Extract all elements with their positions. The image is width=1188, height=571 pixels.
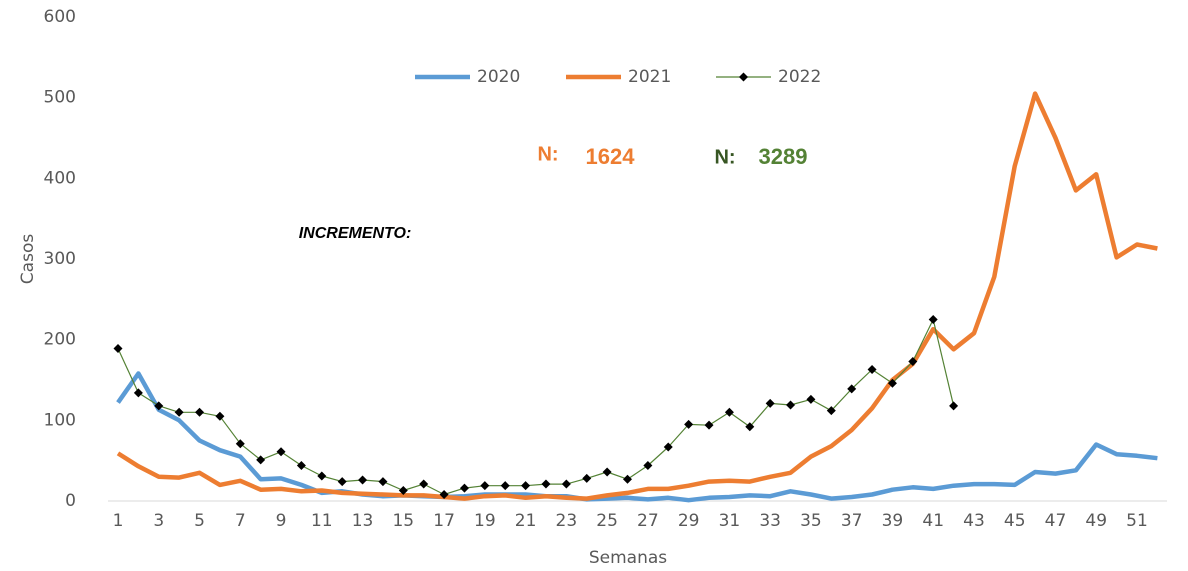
marker: [358, 475, 368, 485]
x-tick-label: 19: [474, 511, 496, 531]
x-tick-label: 37: [841, 511, 863, 531]
y-tick-label: 500: [44, 88, 76, 108]
marker: [317, 471, 327, 481]
y-tick-label: 300: [44, 249, 76, 269]
marker: [745, 422, 755, 432]
marker: [684, 419, 694, 429]
marker: [276, 447, 286, 457]
annotation: INCREMENTO:: [299, 225, 412, 242]
marker: [867, 365, 877, 375]
marker: [500, 481, 510, 491]
marker: [602, 467, 612, 477]
marker: [174, 407, 184, 417]
x-tick-label: 5: [194, 511, 205, 531]
marker: [949, 401, 959, 411]
marker: [908, 356, 918, 366]
marker: [806, 394, 816, 404]
marker: [398, 486, 408, 496]
marker: [195, 407, 205, 417]
legend-marker: [739, 72, 748, 82]
y-axis-label: Casos: [18, 234, 38, 285]
x-tick-label: 45: [1004, 511, 1026, 531]
marker: [847, 384, 857, 394]
x-tick-label: 13: [352, 511, 374, 531]
marker: [215, 411, 225, 421]
marker: [724, 407, 734, 417]
marker: [582, 473, 592, 483]
x-tick-label: 21: [515, 511, 537, 531]
x-tick-label: 41: [922, 511, 944, 531]
annotation: N:: [714, 146, 735, 168]
x-tick-label: 17: [433, 511, 455, 531]
marker: [256, 455, 266, 465]
marker: [378, 477, 388, 487]
x-tick-label: 29: [678, 511, 700, 531]
marker: [439, 490, 449, 500]
x-tick-label: 15: [392, 511, 414, 531]
marker: [459, 483, 469, 493]
y-tick-label: 100: [44, 410, 76, 430]
x-tick-label: 3: [153, 511, 164, 531]
x-tick-label: 35: [800, 511, 822, 531]
x-axis-label: Semanas: [589, 548, 667, 568]
annotation: 1624: [586, 144, 636, 169]
x-tick-label: 9: [276, 511, 287, 531]
marker: [154, 401, 164, 411]
x-tick-label: 51: [1126, 511, 1148, 531]
x-tick-label: 23: [556, 511, 578, 531]
series-line: [116, 91, 1158, 501]
x-tick-label: 25: [596, 511, 618, 531]
marker: [786, 400, 796, 410]
x-tick-label: 47: [1045, 511, 1067, 531]
x-tick-label: 33: [759, 511, 781, 531]
marker: [235, 439, 245, 449]
marker: [928, 315, 938, 324]
x-tick-label: 1: [113, 511, 124, 531]
annotation: N:: [537, 143, 558, 165]
y-tick-label: 400: [44, 168, 76, 188]
marker: [480, 481, 490, 491]
series-line: [116, 371, 1158, 503]
marker: [887, 378, 897, 388]
x-tick-label: 27: [637, 511, 659, 531]
annotation: 3289: [759, 144, 808, 169]
marker: [113, 344, 123, 354]
legend-label: 2020: [477, 67, 520, 87]
marker: [541, 479, 551, 489]
marker: [521, 481, 531, 491]
x-tick-label: 31: [719, 511, 741, 531]
marker: [296, 461, 306, 471]
y-tick-label: 0: [65, 491, 76, 511]
x-tick-label: 11: [311, 511, 333, 531]
marker: [337, 477, 347, 487]
x-tick-label: 39: [882, 511, 904, 531]
marker: [704, 420, 714, 430]
marker: [133, 388, 143, 398]
marker: [623, 474, 632, 484]
legend-label: 2021: [628, 67, 671, 87]
marker: [663, 442, 673, 452]
marker: [826, 406, 836, 416]
x-tick-label: 7: [235, 511, 246, 531]
x-tick-label: 49: [1085, 511, 1107, 531]
legend-label: 2022: [778, 67, 821, 87]
x-tick-label: 43: [963, 511, 985, 531]
marker: [561, 479, 571, 489]
marker: [643, 461, 653, 471]
marker: [419, 479, 429, 489]
y-tick-label: 200: [44, 330, 76, 350]
series-line: [117, 318, 955, 496]
y-tick-label: 600: [44, 7, 76, 27]
marker: [765, 398, 775, 408]
